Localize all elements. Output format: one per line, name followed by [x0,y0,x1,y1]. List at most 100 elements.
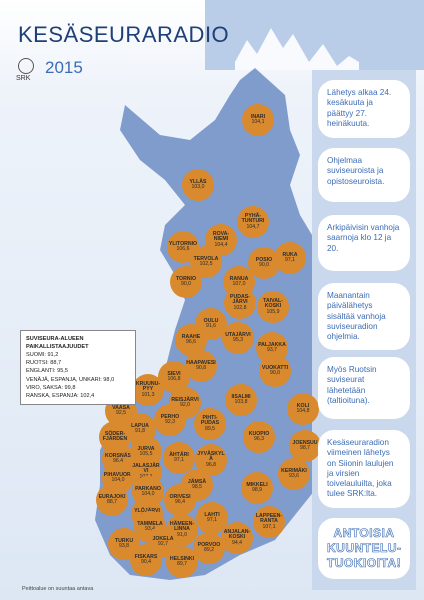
station-freq: 97,1 [173,457,185,463]
station-name: ROVA-NIEMI [212,230,230,243]
info-box: Arkipäivisin vanhoja saarnoja klo 12 ja … [318,215,410,271]
station: ORIVESI 96,4 [164,484,196,516]
station-freq: 91,6 [205,323,217,329]
station: JOENSUU 98,7 [289,430,321,462]
inset-line: VIRO, SAKSA: 99,8 [26,384,76,391]
station: INARI 104,1 [242,104,274,136]
station-name: HÄMEEN-LINNA [169,520,195,533]
station-name: PYHÄ-TUNTURI [241,212,265,225]
station-name: UTAJÄRVI [225,331,251,338]
station-freq: 95,3 [232,337,244,343]
station-freq: 104,4 [214,241,228,248]
station-freq: 98,9 [251,487,263,493]
station-freq: 101,3 [141,391,155,398]
inset-line: RUOTSI: 88,7 [26,360,62,367]
station-name: YLITORNIO [168,240,198,247]
station-name: MIKKELI [246,481,268,488]
station-name: TAIVAL-KOSKI [263,297,283,310]
station-freq: 88,7 [106,499,118,505]
station: KOLI 104,8 [287,393,319,425]
station-name: LAHTI [204,511,220,518]
station-name: TORNIO [175,275,197,282]
station: HELSINKI 89,7 [166,546,198,578]
station-freq: 106,8 [167,376,181,382]
year: 2015 [45,58,83,77]
info-box: Kesäseuraradion viimeinen lähetys on Sii… [318,430,410,508]
station-name: LAPPEEN-RANTA [255,512,283,525]
station-name: YLÖJÄRVI [134,508,160,514]
station: YLLÄS 103,0 [182,169,214,201]
station-name: SÖDER-FJÄRDEN [102,430,128,442]
station-freq: 96,8 [205,461,217,468]
info-box: Maanantain päivälähetys sisältää vanhoja… [318,283,410,351]
station-name: KOLI [296,402,310,409]
station-name: PALJAKKA [258,341,286,348]
station-name: LAPUA [131,422,149,429]
station-name: JALASJÄRVI [132,462,160,475]
station-freq: 104,0 [111,477,125,483]
info-box: Ohjelmaa suviseuroista ja opistoseuroist… [318,148,410,202]
station: HAAPAVESI 90,8 [185,350,217,382]
station-freq: 107,0 [232,281,246,287]
station-name: JOENSUU [292,439,318,446]
station-freq: 92,0 [179,402,191,408]
station-freq: 94,4 [231,539,243,546]
station-freq: 93,7 [266,347,278,353]
station-freq: 89,2 [203,547,215,553]
station-freq: 89,7 [176,561,188,567]
station-freq: 97,1 [206,517,218,523]
station-freq: 91,0 [176,531,188,538]
station-freq: 105,9 [266,308,280,315]
station-freq: 90,0 [258,262,270,268]
station-freq: 97,1 [284,257,296,263]
station-freq: 96,4 [174,499,186,505]
station: FISKARS 90,4 [130,544,162,576]
station-freq: 96,3 [253,436,265,442]
station: PUDAS-JÄRVI 102,8 [224,287,256,319]
station: ÄHTÄRI 97,1 [163,442,195,474]
station-freq: 105,5 [139,451,153,457]
station-name: SIEVI [167,370,181,377]
station: LAPPEEN-RANTA 107,1 [253,506,285,538]
station-freq: 104,7 [246,223,260,230]
station-freq: 91,8 [134,428,146,434]
station: RUKA 97,1 [274,242,306,274]
station-freq: 98,5 [191,484,203,490]
station-name: EURAJOKI [98,493,126,500]
station: KERIMÄKI 93,6 [278,458,310,490]
station: PIHTI-PUDAS 89,5 [194,408,226,440]
station-name: JÄMSÄ [187,478,207,485]
station-freq: 104,8 [296,408,310,414]
station-freq: 104,0 [141,491,155,497]
inset-title: SUVISEURA-ALUEEN PAIKALLISTAAJUUDET [26,336,89,351]
inset-line: RANSKA, ESPANJA: 102,4 [26,392,95,399]
station-name: PERHO [160,413,180,420]
station-name: KORSNÄS [105,452,131,459]
station-freq: 104,1 [251,119,265,125]
station-name: YLLÄS [189,178,207,185]
info-box: ANTOISIA KUUNTELU-TUOKIOITA! [318,518,410,579]
station: IISALMI 103,8 [225,384,257,416]
station-name: ÄHTÄRI [169,451,189,458]
inset-line: SUOMI: 91,2 [26,352,59,359]
station-freq: 102,5 [199,261,213,267]
station-name: HELSINKI [169,555,195,562]
station: KUOPIO 96,3 [243,421,275,453]
station: TORNIO 90,0 [170,266,202,298]
station-name: PORVOO [197,541,221,548]
station-freq: 106,6 [176,246,190,252]
station-name: OULU [203,317,219,324]
title: KESÄSEURARADIO [18,22,230,47]
station-freq: 92,7 [157,541,169,547]
station: PORVOO 89,2 [193,532,225,564]
station: PYHÄ-TUNTURI 104,7 [237,206,269,238]
station: KRUUNU-PYY 101,3 [132,374,164,406]
station-name: VUOKATTI [261,364,289,371]
station-freq: 98,7 [299,445,311,451]
station-name: ANJALAN-KOSKI [223,528,251,541]
info-box: Myös Ruotsin suviseurat lähetetään (talt… [318,357,410,419]
station-freq: 93,8 [118,543,130,549]
station: PERHO 92,3 [154,404,186,436]
station-name: TERVOLA [193,255,219,262]
